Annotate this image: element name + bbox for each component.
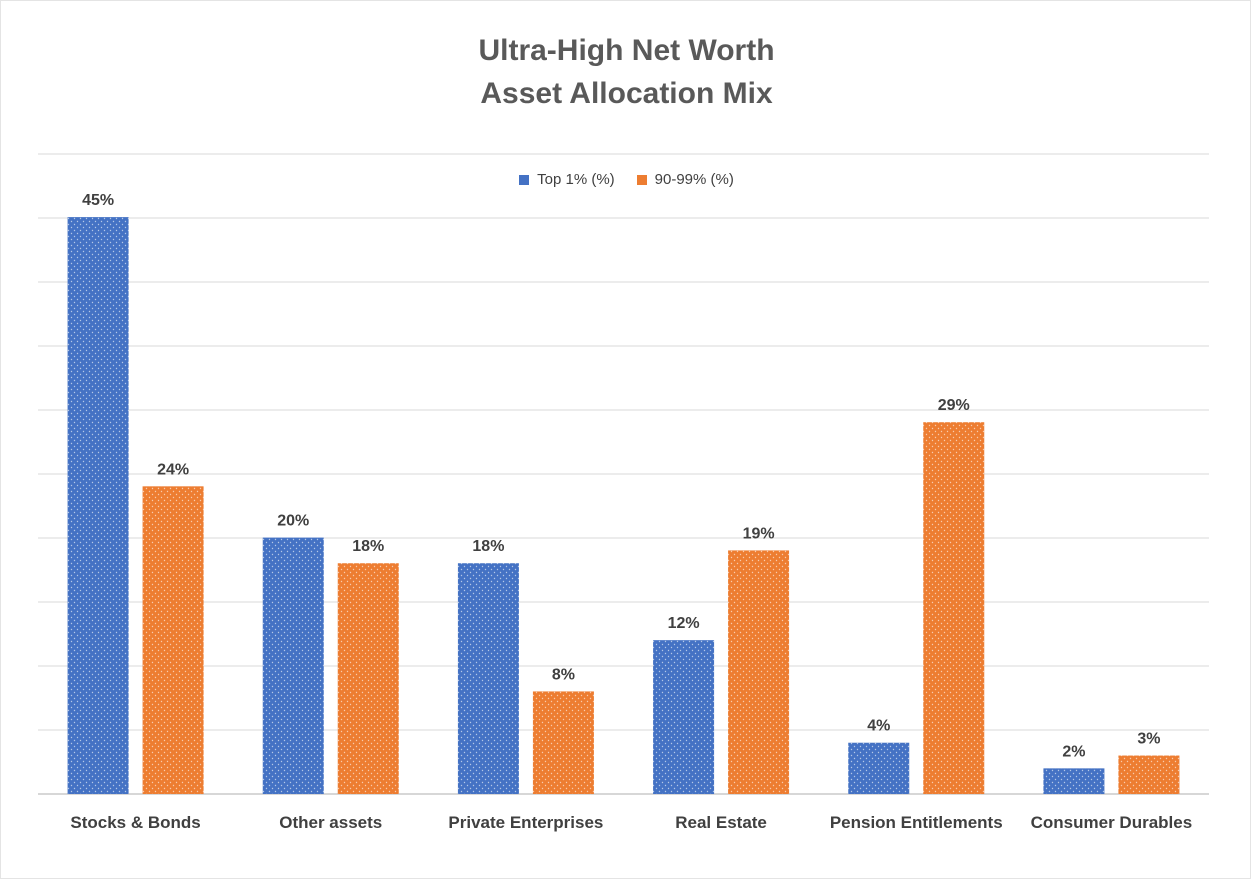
data-label-90-99-5: 3% [1137,731,1160,748]
data-label-90-99-4: 29% [938,397,970,414]
category-label-4: Pension Entitlements [830,813,1003,832]
category-label-1: Other assets [279,813,382,832]
gridlines [38,153,1209,795]
bar-90-99-4 [923,422,985,794]
bar-top1-3 [653,640,715,794]
bar-top1-1 [262,537,324,794]
data-label-top1-5: 2% [1062,743,1085,760]
data-label-90-99-1: 18% [352,538,384,555]
bar-90-99-3 [728,550,790,794]
category-labels: Stocks & Bonds Other assets Private Enterp… [70,813,1192,832]
data-label-90-99-3: 19% [743,525,775,542]
bar-top1-2 [457,563,519,794]
data-label-top1-2: 18% [472,538,504,555]
bar-top1-5 [1043,768,1105,794]
category-label-2: Private Enterprises [448,813,603,832]
legend-swatch-top1 [519,174,530,185]
chart-title-line-2: Asset Allocation Mix [480,77,773,110]
data-label-top1-4: 4% [867,718,890,735]
data-label-90-99-0: 24% [157,461,189,478]
bar-90-99-0 [142,486,204,794]
category-label-0: Stocks & Bonds [70,813,200,832]
category-label-5: Consumer Durables [1031,813,1193,832]
category-label-3: Real Estate [675,813,767,832]
chart-title-line-1: Ultra-High Net Worth [478,34,775,67]
legend-item-top1: Top 1% (%) [519,171,615,188]
chart-title: Ultra-High Net Worth Asset Allocation Mi… [1,29,1251,115]
data-label-top1-3: 12% [668,615,700,632]
bar-90-99-5 [1118,755,1180,794]
data-label-top1-0: 45% [82,192,114,209]
bar-90-99-1 [337,563,399,794]
data-label-90-99-2: 8% [552,666,575,683]
legend-label-top1: Top 1% (%) [537,171,615,188]
data-labels: 45% 24% 20% 18% 18% 8% 12% 19% 4% 29% 2% 3% [82,192,1160,760]
data-label-top1-1: 20% [277,513,309,530]
chart-legend: Top 1% (%) 90-99% (%) [1,171,1251,188]
bar-top1-4 [848,742,910,794]
bars [67,217,1180,795]
legend-label-90-99: 90-99% (%) [654,171,734,188]
legend-item-90-99: 90-99% (%) [636,171,734,188]
legend-swatch-90-99 [636,174,647,185]
bar-90-99-2 [532,691,594,794]
bar-top1-0 [67,217,129,795]
